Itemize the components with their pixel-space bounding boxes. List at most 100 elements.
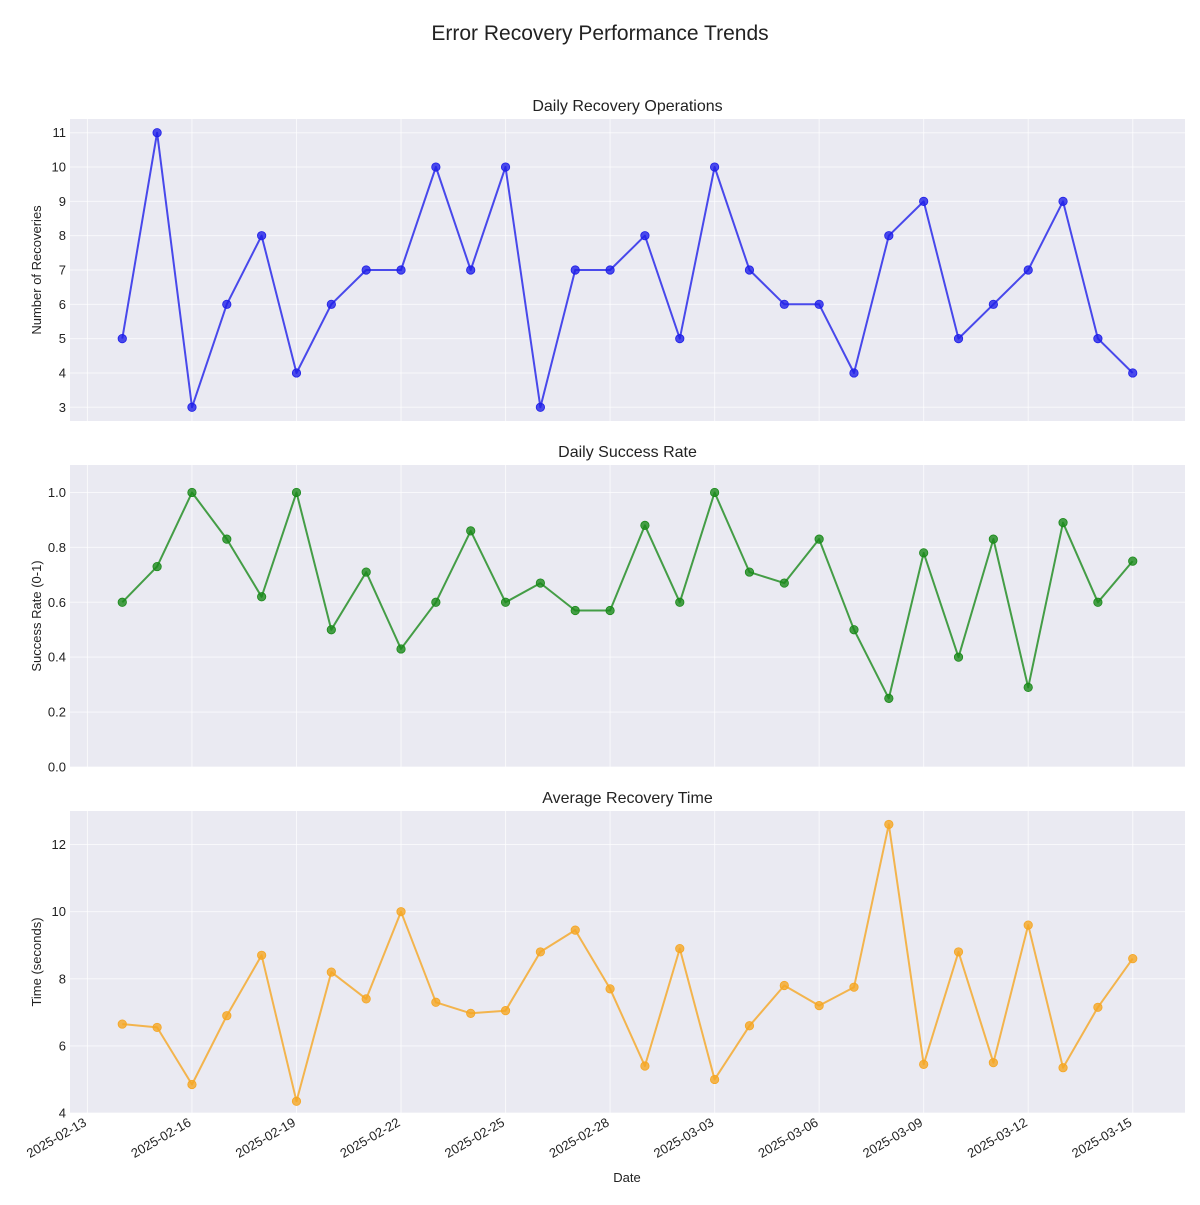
data-point (744, 265, 755, 275)
y-tick-label: 8 (59, 228, 66, 243)
data-point (1058, 1063, 1068, 1073)
y-axis-label: Number of Recoveries (29, 205, 44, 335)
y-tick-label: 0.6 (48, 595, 66, 610)
data-point (640, 1061, 650, 1071)
data-point (466, 265, 476, 275)
x-tick-label: 2025-03-06 (756, 1115, 821, 1161)
plot-area (70, 811, 1185, 1113)
subplot-title: Daily Recovery Operations (532, 98, 722, 115)
data-point (988, 1058, 998, 1068)
data-point (814, 534, 824, 544)
data-point (117, 334, 127, 344)
data-point (361, 265, 371, 275)
data-point (675, 597, 685, 607)
y-tick-label: 0.0 (48, 760, 66, 775)
data-point (988, 299, 998, 309)
subplot-title: Average Recovery Time (542, 790, 713, 807)
data-point (187, 402, 197, 412)
data-point (814, 299, 824, 309)
data-point (1128, 556, 1138, 566)
data-point (152, 128, 162, 138)
data-point (431, 997, 441, 1007)
data-point (396, 907, 406, 917)
x-tick-label: 2025-03-09 (860, 1115, 925, 1161)
data-point (1058, 196, 1068, 206)
data-point (570, 925, 580, 935)
data-point (535, 578, 545, 588)
data-point (500, 1006, 511, 1016)
series-line (121, 131, 1134, 409)
data-point (1128, 954, 1138, 964)
data-point (466, 1008, 476, 1018)
data-point (1023, 265, 1033, 275)
y-tick-label: 0.2 (48, 705, 66, 720)
subplot-2: 0.0 0.2 0.4 0.6 0.8 1.0 Daily Success Rate Succ… (29, 444, 1185, 775)
data-point (152, 1022, 162, 1033)
data-point (152, 561, 162, 572)
y-tick-label: 0.8 (48, 540, 66, 555)
data-point (291, 1096, 302, 1106)
data-point (779, 578, 789, 588)
data-point (640, 231, 650, 241)
x-tick-label: 2025-02-19 (233, 1115, 298, 1161)
data-point (187, 487, 197, 498)
data-point (744, 567, 755, 577)
data-point (953, 652, 964, 662)
x-tick-label: 2025-03-15 (1069, 1115, 1134, 1161)
data-point (675, 943, 685, 954)
data-point (535, 947, 545, 957)
y-tick-label: 1.0 (48, 485, 66, 500)
data-point (222, 534, 232, 544)
data-point (291, 487, 302, 498)
x-axis-label: Date (613, 1170, 640, 1185)
y-tick-label: 4 (59, 1106, 66, 1121)
data-point (117, 1019, 127, 1029)
data-point (466, 526, 476, 536)
data-point (396, 265, 406, 275)
y-tick-label: 8 (59, 971, 66, 986)
data-point (326, 299, 336, 309)
data-point (605, 984, 615, 994)
data-point (640, 520, 650, 531)
data-point (953, 334, 964, 344)
data-point (710, 487, 720, 498)
data-point (919, 548, 929, 558)
data-point (500, 597, 511, 607)
data-point (1093, 597, 1103, 607)
data-point (396, 644, 406, 654)
data-point (849, 625, 859, 635)
data-point (500, 162, 511, 172)
data-point (953, 947, 964, 957)
data-point (257, 231, 267, 241)
y-tick-label: 3 (59, 400, 66, 415)
data-point (988, 534, 998, 544)
data-point (884, 693, 894, 703)
x-tick-label: 2025-02-13 (24, 1115, 89, 1161)
series-line (122, 823, 1134, 1103)
data-point (535, 402, 545, 412)
data-point (291, 368, 302, 378)
data-point (222, 1011, 232, 1021)
plot-area (70, 465, 1185, 767)
y-tick-label: 12 (52, 837, 66, 852)
data-point (710, 1074, 720, 1085)
y-axis-label: Time (seconds) (29, 917, 44, 1006)
data-point (919, 196, 929, 206)
data-point (1023, 920, 1033, 930)
data-point (605, 265, 615, 275)
data-point (431, 597, 441, 607)
y-tick-label: 0.4 (48, 650, 66, 665)
data-point (675, 334, 685, 344)
y-tick-label: 7 (59, 263, 66, 278)
x-tick-label: 2025-03-03 (651, 1115, 716, 1161)
x-tick-label: 2025-02-22 (337, 1115, 402, 1161)
subplot-3: 4 6 8 10 12 2025-02-13 2025-02-16 2025-02-19 202… (24, 790, 1185, 1161)
data-point (1093, 1002, 1103, 1012)
figure-title: Error Recovery Performance Trends (431, 22, 768, 45)
y-tick-label: 10 (52, 160, 66, 175)
data-point (779, 980, 789, 991)
data-point (919, 1059, 929, 1069)
data-point (849, 368, 859, 378)
x-tick-label: 2025-02-28 (546, 1115, 611, 1161)
data-point (222, 299, 232, 309)
